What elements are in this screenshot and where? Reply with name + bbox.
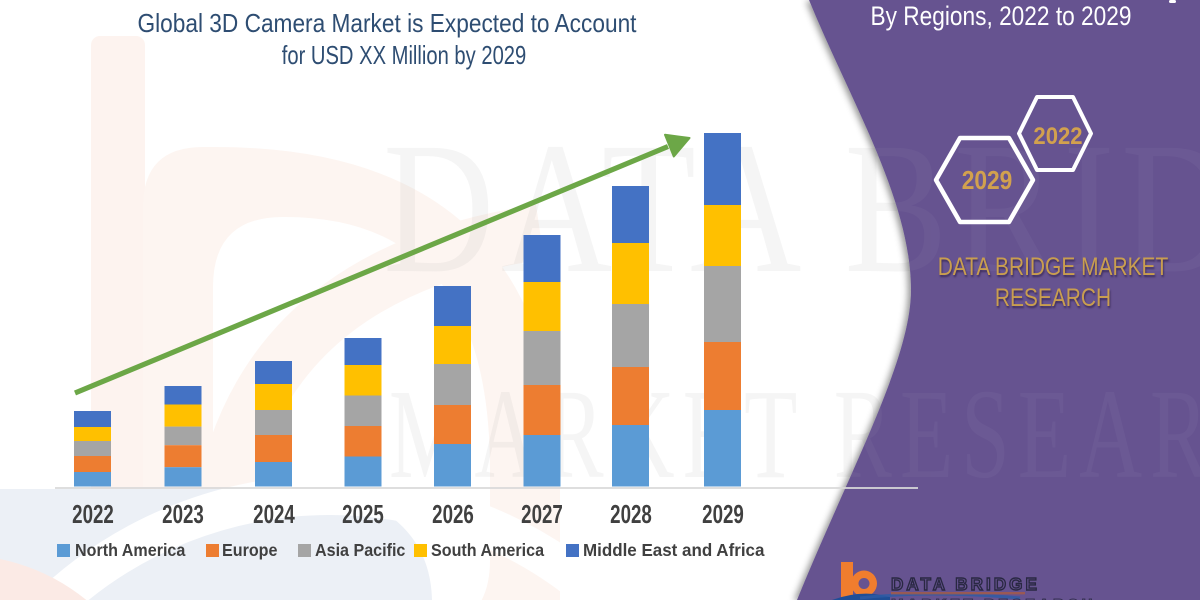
svg-text:DATA BRIDGE: DATA BRIDGE — [891, 574, 1040, 595]
svg-text:MARKET RESEARCH: MARKET RESEARCH — [891, 596, 1096, 600]
